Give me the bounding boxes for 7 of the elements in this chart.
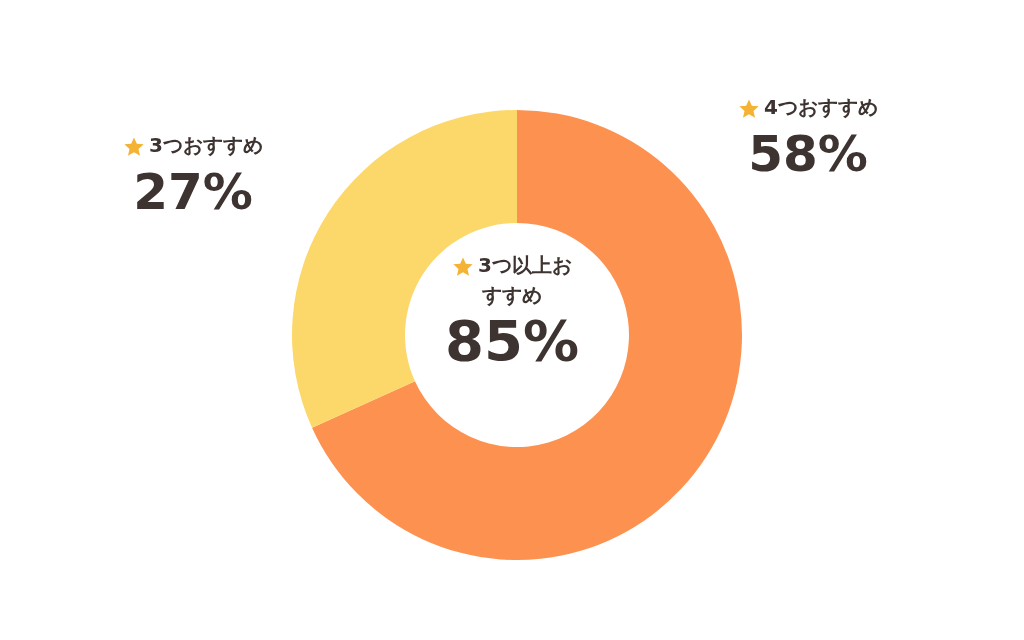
data-label: 27% xyxy=(132,163,254,221)
text: 85% xyxy=(443,308,580,373)
donut-slice xyxy=(312,110,742,560)
slice-label: 4つおすすめ xyxy=(763,94,879,121)
text: 3つ以上おすすめ xyxy=(478,253,572,307)
slice-label: 3つおすすめ xyxy=(148,132,264,159)
data-label: 58% xyxy=(747,125,869,183)
